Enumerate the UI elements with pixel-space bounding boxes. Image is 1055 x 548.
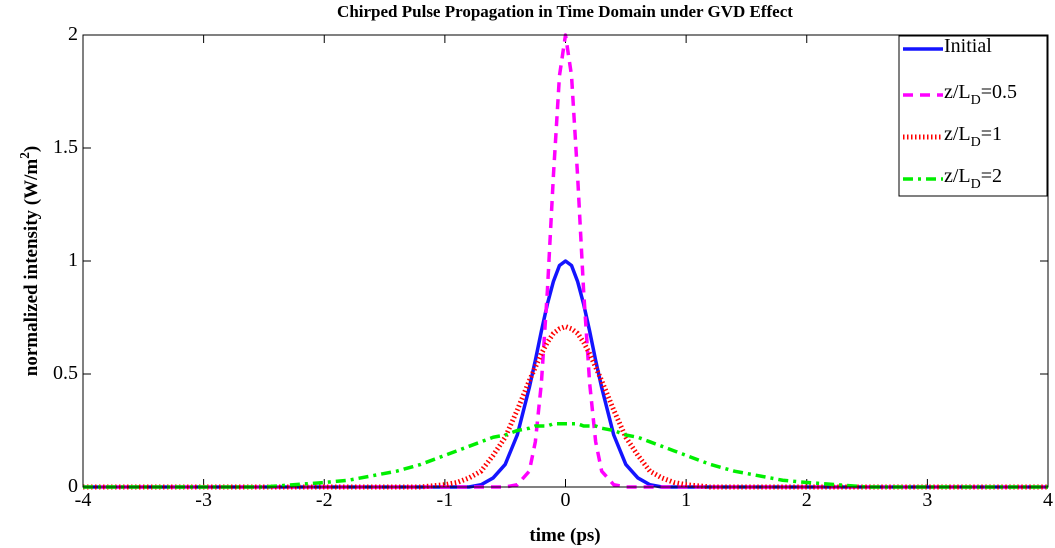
x-tick-label: 1 [681,489,691,511]
legend-label: Initial [944,35,992,57]
x-tick-label: 4 [1043,489,1053,511]
y-axis-label: normalized intensity (W/m2) [17,146,43,376]
chart-title: Chirped Pulse Propagation in Time Domain… [337,2,793,21]
y-tick-label: 2 [68,23,78,45]
x-tick-label: 0 [561,489,571,511]
x-axis-label: time (ps) [529,525,600,546]
x-tick-label: -3 [195,489,212,511]
x-tick-label: -4 [75,489,92,511]
y-tick-label: 1.5 [53,136,78,158]
line-series [83,421,1048,489]
legend-label: z/LD=2 [944,165,1002,192]
x-tick-label: 3 [922,489,932,511]
x-tick-label: 2 [802,489,812,511]
legend-label: z/LD=1 [944,123,1002,150]
x-tick-label: -1 [437,489,454,511]
y-tick-label: 0 [68,475,78,497]
y-tick-label: 1 [68,249,78,271]
y-tick-label: 0.5 [53,362,78,384]
plot-frame [82,34,1049,488]
legend-box [898,35,1048,197]
x-tick-label: -2 [316,489,333,511]
legend-label: z/LD=0.5 [944,81,1017,108]
